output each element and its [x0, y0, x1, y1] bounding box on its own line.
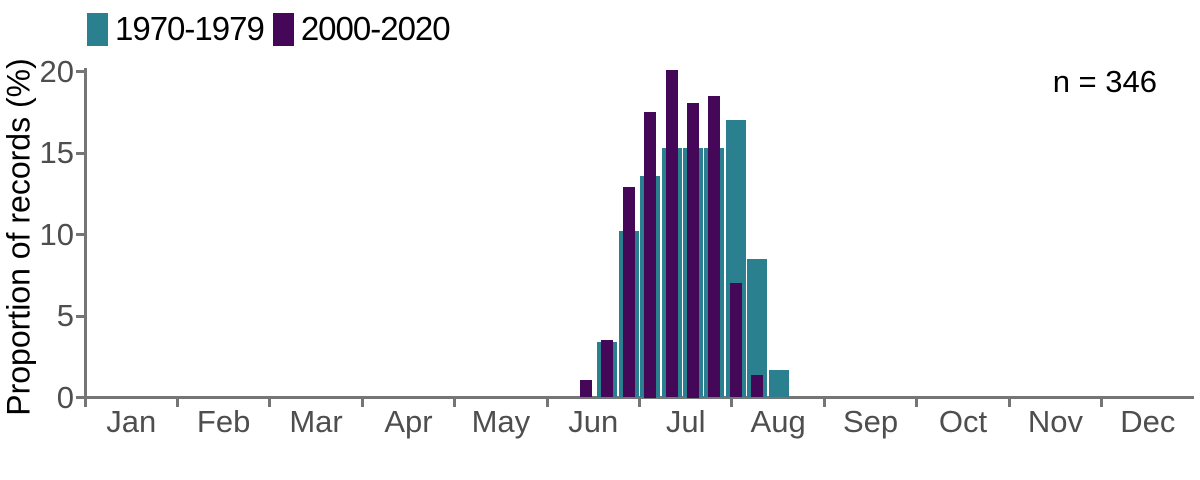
x-tick [638, 398, 642, 407]
y-tick-label: 20 [39, 53, 74, 89]
legend-label-2000-2020: 2000-2020 [300, 10, 451, 47]
y-axis-line [84, 68, 87, 399]
x-tick [730, 398, 734, 407]
x-month-label-jul: Jul [665, 404, 706, 439]
x-month-label-apr: Apr [384, 404, 433, 439]
y-tick-label: 5 [56, 298, 74, 333]
y-tick [76, 233, 85, 236]
x-tick [822, 398, 826, 407]
legend-swatch-1970-1979 [87, 12, 108, 46]
legend-swatch-2000-2020 [272, 12, 294, 46]
bar-2000-2020-bin1 [580, 379, 592, 398]
y-tick [76, 396, 85, 399]
bar-2000-2020-bin4 [644, 112, 657, 398]
legend: 1970-1979 2000-2020 [87, 10, 451, 48]
x-month-label-jun: Jun [568, 404, 619, 439]
x-tick [453, 398, 457, 407]
sample-size-label: n = 346 [1052, 64, 1157, 99]
x-month-label-oct: Oct [938, 404, 988, 439]
x-tick [1007, 398, 1011, 407]
y-tick-label: 10 [39, 216, 74, 252]
x-month-label-sep: Sep [842, 404, 899, 439]
x-tick [915, 398, 919, 407]
x-tick [360, 398, 364, 407]
x-month-label-dec: Dec [1120, 404, 1176, 439]
x-month-label-mar: Mar [289, 404, 343, 439]
x-tick [1100, 398, 1104, 407]
bar-2000-2020-bin5 [665, 69, 678, 398]
bar-2000-2020-bin7 [708, 95, 721, 398]
x-tick [175, 398, 179, 407]
y-tick [76, 70, 85, 73]
y-tick-label: 15 [39, 135, 74, 170]
x-month-label-feb: Feb [196, 404, 251, 439]
legend-label-1970-1979: 1970-1979 [115, 10, 265, 47]
y-tick-label: 0 [56, 379, 74, 415]
y-tick [76, 151, 85, 155]
bar-2000-2020-bin2 [601, 340, 614, 398]
bar-2000-2020-bin6 [687, 102, 699, 398]
bar-1970-1979-bin9 [747, 258, 768, 398]
x-month-label-may: May [471, 404, 531, 439]
bar-2000-2020-bin3 [622, 187, 635, 398]
x-month-label-jan: Jan [106, 404, 157, 439]
x-tick [545, 398, 549, 407]
bar-2000-2020-bin9 [751, 374, 764, 398]
x-tick [268, 398, 272, 407]
x-axis-line [84, 396, 1194, 399]
x-month-label-aug: Aug [750, 404, 806, 439]
x-month-label-nov: Nov [1027, 404, 1083, 439]
bar-2000-2020-bin8 [729, 283, 742, 398]
bar-1970-1979-bin10 [768, 369, 789, 398]
y-tick [76, 314, 85, 318]
x-tick [83, 398, 87, 407]
